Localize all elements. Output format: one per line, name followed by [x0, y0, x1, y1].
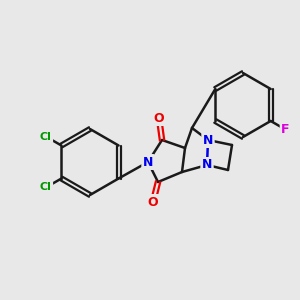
Text: N: N — [202, 158, 212, 172]
Text: Cl: Cl — [40, 182, 52, 193]
Text: N: N — [203, 134, 213, 146]
Text: N: N — [143, 155, 153, 169]
Text: O: O — [148, 196, 158, 208]
Text: O: O — [154, 112, 164, 124]
Text: F: F — [281, 123, 290, 136]
Text: Cl: Cl — [40, 131, 52, 142]
